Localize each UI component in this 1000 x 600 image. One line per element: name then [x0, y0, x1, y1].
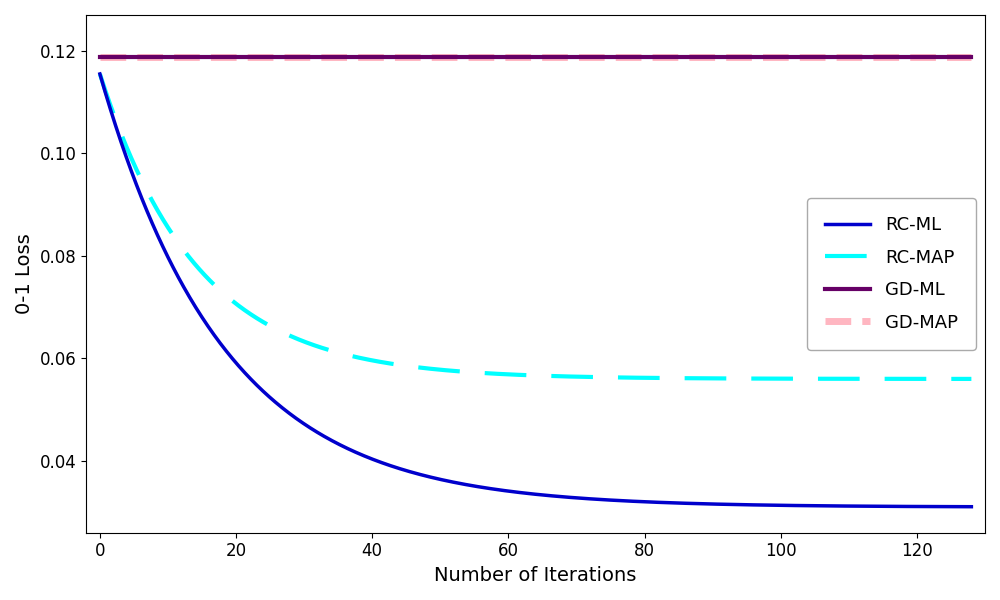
RC-ML — [94, 70, 106, 77]
GD-ML — [789, 53, 801, 61]
Y-axis label: 0-1 Loss: 0-1 Loss — [15, 233, 34, 314]
RC-MAP — [478, 370, 490, 377]
RC-ML — [965, 503, 977, 511]
GD-MAP — [183, 53, 195, 61]
X-axis label: Number of Iterations: Number of Iterations — [434, 566, 637, 585]
GD-ML — [183, 53, 195, 61]
Line: RC-ML: RC-ML — [100, 74, 971, 507]
Legend: RC-ML, RC-MAP, GD-ML, GD-MAP: RC-ML, RC-MAP, GD-ML, GD-MAP — [807, 198, 976, 350]
GD-MAP — [965, 53, 977, 61]
RC-MAP — [789, 375, 801, 382]
RC-ML — [183, 292, 195, 299]
RC-ML — [789, 502, 801, 509]
RC-ML — [692, 500, 704, 507]
RC-MAP — [965, 376, 977, 383]
GD-MAP — [94, 53, 106, 61]
GD-ML — [478, 53, 490, 61]
Line: RC-MAP: RC-MAP — [100, 74, 971, 379]
GD-ML — [692, 53, 704, 61]
GD-ML — [446, 53, 458, 61]
GD-MAP — [789, 53, 801, 61]
GD-ML — [94, 53, 106, 61]
GD-MAP — [478, 53, 490, 61]
RC-ML — [478, 484, 490, 491]
GD-MAP — [692, 53, 704, 61]
GD-MAP — [773, 53, 785, 61]
RC-MAP — [773, 375, 785, 382]
GD-MAP — [446, 53, 458, 61]
RC-ML — [446, 478, 458, 485]
RC-MAP — [446, 367, 458, 374]
GD-ML — [773, 53, 785, 61]
RC-MAP — [183, 253, 195, 260]
GD-ML — [965, 53, 977, 61]
RC-MAP — [692, 374, 704, 382]
RC-MAP — [94, 70, 106, 77]
RC-ML — [773, 502, 785, 509]
